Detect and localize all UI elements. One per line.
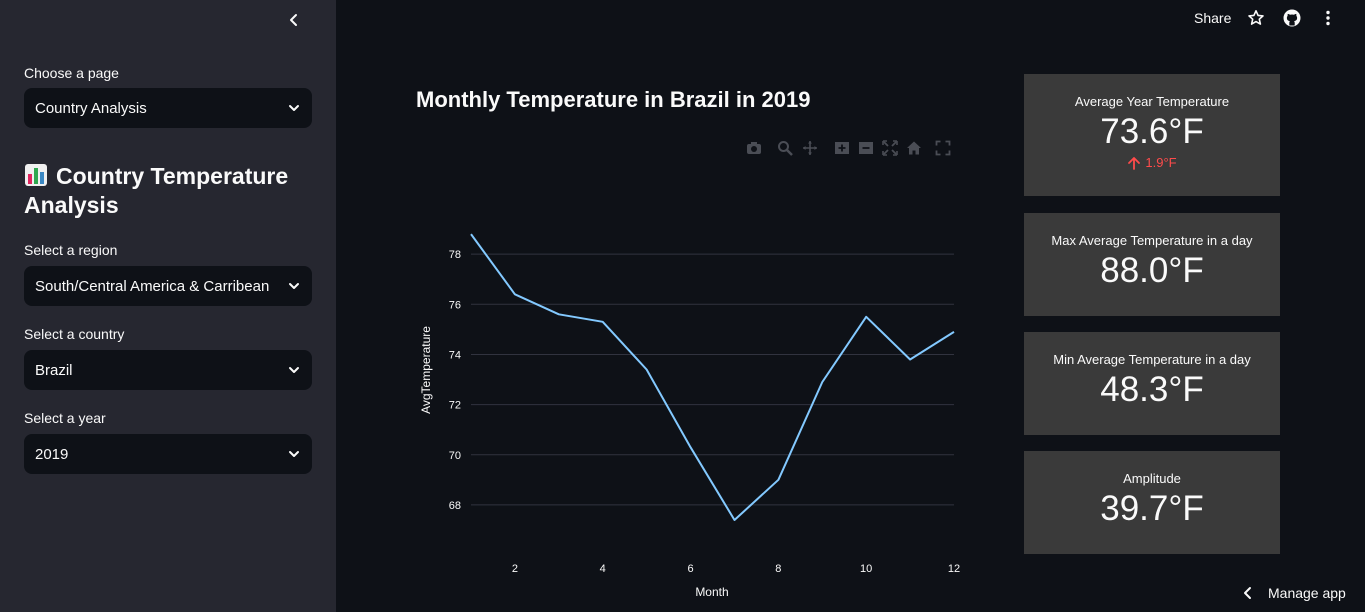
zoom-in-icon[interactable]: [834, 140, 850, 156]
region-select-value: South/Central America & Carribean: [35, 277, 270, 295]
year-select[interactable]: 2019: [24, 434, 312, 474]
metric-value: 73.6°F: [1100, 112, 1204, 151]
manage-app-button[interactable]: Manage app: [1242, 585, 1346, 601]
autoscale-icon[interactable]: [882, 140, 898, 156]
x-tick-label: 6: [687, 563, 693, 575]
x-tick-label: 10: [860, 563, 872, 575]
manage-app-label: Manage app: [1268, 585, 1346, 601]
metric-card-average-year: Average Year Temperature 73.6°F 1.9°F: [1024, 74, 1280, 196]
y-tick-label: 70: [449, 450, 461, 462]
metric-card-max-average: Max Average Temperature in a day 88.0°F: [1024, 213, 1280, 316]
y-tick-label: 78: [449, 249, 461, 261]
y-tick-label: 72: [449, 400, 461, 412]
y-tick-label: 74: [449, 349, 461, 361]
more-vertical-icon[interactable]: [1319, 9, 1337, 27]
metric-card-amplitude: Amplitude 39.7°F: [1024, 451, 1280, 554]
country-select[interactable]: Brazil: [24, 350, 312, 390]
fullscreen-icon[interactable]: [935, 140, 951, 156]
x-tick-label: 12: [948, 563, 960, 575]
metric-delta-value: 1.9°F: [1145, 155, 1177, 170]
temperature-series-line: [470, 233, 955, 521]
x-tick-label: 4: [600, 563, 606, 575]
region-select-label: Select a region: [24, 242, 118, 258]
x-tick-label: 8: [775, 563, 781, 575]
home-icon[interactable]: [906, 140, 922, 156]
metric-label: Min Average Temperature in a day: [1053, 352, 1251, 367]
page-select-value: Country Analysis: [35, 99, 147, 117]
zoom-icon[interactable]: [777, 140, 793, 156]
metric-label: Max Average Temperature in a day: [1051, 233, 1253, 248]
chevron-left-icon: [290, 14, 297, 26]
region-select[interactable]: South/Central America & Carribean: [24, 266, 312, 306]
pan-icon[interactable]: [802, 140, 818, 156]
page-select-label: Choose a page: [24, 65, 119, 81]
chevron-down-icon: [289, 283, 299, 289]
metric-card-min-average: Min Average Temperature in a day 48.3°F: [1024, 332, 1280, 435]
y-tick-label: 76: [449, 299, 461, 311]
bar-chart-icon: [25, 164, 47, 186]
collapse-sidebar-button[interactable]: [282, 8, 306, 32]
metric-label: Average Year Temperature: [1074, 94, 1230, 109]
y-axis-label: AvgTemperature: [419, 326, 433, 414]
metric-value: 88.0°F: [1100, 251, 1204, 290]
sidebar-heading-text: Country Temperature Analysis: [24, 163, 289, 218]
chevron-down-icon: [289, 367, 299, 373]
star-icon[interactable]: [1247, 9, 1265, 27]
share-button[interactable]: Share: [1194, 10, 1232, 26]
chevron-left-icon: [1244, 587, 1251, 599]
metric-value: 39.7°F: [1100, 489, 1204, 528]
metric-delta: 1.9°F: [1024, 155, 1280, 170]
country-select-value: Brazil: [35, 361, 73, 379]
github-icon[interactable]: [1283, 9, 1301, 27]
camera-icon[interactable]: [746, 140, 762, 156]
sidebar-heading: Country Temperature Analysis: [24, 162, 314, 220]
year-select-label: Select a year: [24, 410, 106, 426]
year-select-value: 2019: [35, 445, 69, 463]
page-select[interactable]: Country Analysis: [24, 88, 312, 128]
y-tick-label: 68: [449, 500, 461, 512]
chevron-down-icon: [289, 451, 299, 457]
chevron-down-icon: [289, 105, 299, 111]
country-select-label: Select a country: [24, 326, 125, 342]
x-tick-label: 2: [512, 563, 518, 575]
metric-value: 48.3°F: [1100, 370, 1204, 409]
zoom-out-icon[interactable]: [858, 140, 874, 156]
metric-label: Amplitude: [1123, 471, 1181, 486]
sidebar: Choose a page Country Analysis Country T…: [0, 0, 336, 612]
x-axis-label: Month: [695, 585, 728, 599]
arrow-up-icon: [1128, 156, 1141, 170]
chart-title: Monthly Temperature in Brazil in 2019: [416, 87, 811, 112]
